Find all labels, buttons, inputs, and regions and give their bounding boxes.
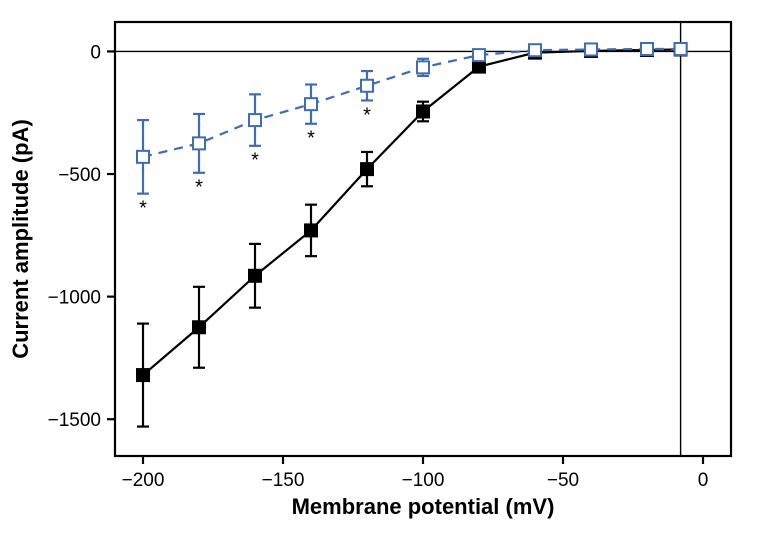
significance-star: * — [363, 104, 371, 126]
significance-star: * — [251, 150, 259, 172]
x-tick-label: −200 — [122, 470, 165, 491]
iv-chart: −200−150−100−5000−500−1000−1500Membrane … — [0, 0, 769, 550]
y-tick-label: 0 — [90, 42, 101, 63]
y-tick-label: −500 — [58, 165, 101, 186]
significance-star: * — [307, 128, 315, 150]
x-tick-label: −150 — [262, 470, 305, 491]
x-axis-title: Membrane potential (mV) — [292, 494, 555, 519]
x-tick-label: 0 — [698, 470, 709, 491]
y-tick-label: −1000 — [48, 288, 101, 309]
x-tick-label: −50 — [547, 470, 579, 491]
y-tick-label: −1500 — [48, 410, 101, 431]
x-tick-label: −100 — [402, 470, 445, 491]
y-axis-title: Current amplitude (pA) — [8, 119, 33, 359]
significance-star: * — [139, 197, 147, 219]
significance-star: * — [195, 177, 203, 199]
